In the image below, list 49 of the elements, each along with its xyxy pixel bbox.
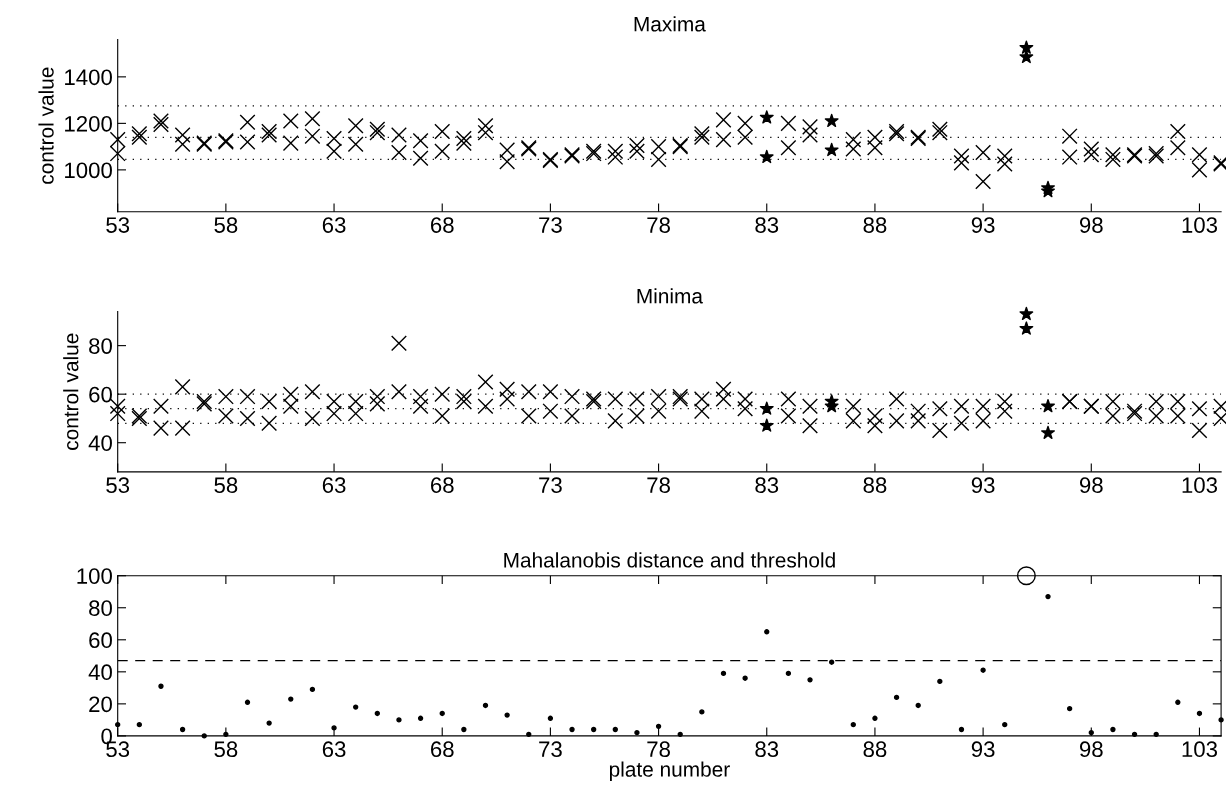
chart-title: Minima xyxy=(637,288,703,304)
x-tick-label: 83 xyxy=(755,217,779,233)
x-tick-label: 78 xyxy=(647,217,670,233)
x-tick-label: 53 xyxy=(106,217,130,233)
x-tick-label: 88 xyxy=(863,741,887,758)
x-tick-label: 103 xyxy=(1182,741,1218,758)
y-tick-label: 60 xyxy=(89,632,112,649)
y-tick-label: 40 xyxy=(88,664,112,681)
y-tick-label: 1400 xyxy=(65,69,112,86)
y-tick-label: 80 xyxy=(89,338,112,354)
x-tick-label: 98 xyxy=(1079,217,1103,233)
y-tick-label: 80 xyxy=(89,600,112,617)
x-tick-label: 58 xyxy=(214,477,238,494)
x-tick-label: 53 xyxy=(106,477,130,494)
x-tick-label: 93 xyxy=(971,741,995,758)
x-tick-label: 93 xyxy=(971,477,995,494)
x-tick-label: 78 xyxy=(647,741,670,758)
x-tick-label: 83 xyxy=(755,477,779,494)
chart-title: Maxima xyxy=(634,16,706,32)
x-tick-label: 68 xyxy=(431,217,454,233)
x-tick-label: 68 xyxy=(431,741,454,758)
y-tick-label: 60 xyxy=(89,386,112,403)
x-tick-label: 78 xyxy=(647,477,670,494)
x-tick-label: 73 xyxy=(539,477,562,494)
x-tick-label: 88 xyxy=(863,217,887,233)
x-tick-label: 63 xyxy=(322,741,346,758)
x-tick-label: 73 xyxy=(539,217,562,233)
y-tick-label: 40 xyxy=(88,435,112,451)
x-tick-label: 93 xyxy=(971,217,995,233)
x-tick-label: 98 xyxy=(1079,477,1103,494)
y-tick-label: 1000 xyxy=(65,162,112,179)
y-tick-label: 1200 xyxy=(65,115,112,132)
x-tick-label: 73 xyxy=(539,741,562,758)
x-tick-label: 58 xyxy=(214,217,238,233)
y-axis-title: control value xyxy=(63,333,79,450)
y-tick-label: 20 xyxy=(89,696,112,713)
chart-title: Mahalanobis distance and threshold xyxy=(504,552,835,568)
y-axis-title: control value xyxy=(38,67,54,184)
x-tick-label: 103 xyxy=(1182,477,1218,494)
x-tick-label: 68 xyxy=(431,477,454,494)
x-tick-label: 103 xyxy=(1182,217,1218,233)
x-tick-label: 83 xyxy=(755,741,779,758)
y-tick-label: 100 xyxy=(77,568,112,584)
x-tick-label: 58 xyxy=(214,741,238,758)
x-tick-label: 63 xyxy=(322,477,346,494)
x-tick-label: 98 xyxy=(1079,741,1103,758)
x-tick-label: 88 xyxy=(863,477,887,494)
x-tick-label: 63 xyxy=(322,217,346,233)
x-axis-title: plate number xyxy=(609,761,730,781)
